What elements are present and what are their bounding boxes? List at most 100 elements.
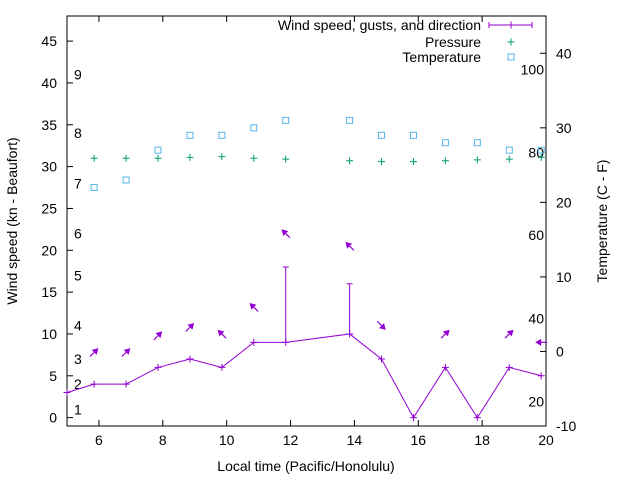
wind-arrow-shaft xyxy=(121,351,127,358)
temperature-point xyxy=(250,124,258,132)
temperature-point xyxy=(473,139,481,147)
y2-tick-label: 40 xyxy=(556,45,572,61)
y2-tick-label: 10 xyxy=(556,269,572,285)
wind-arrow-shaft xyxy=(253,306,259,312)
y2-tick-label: 30 xyxy=(556,120,572,136)
y-tick-label: 25 xyxy=(41,200,57,216)
wind-arrow-head xyxy=(379,323,386,330)
temperature-point xyxy=(537,146,545,154)
wind-arrow-shaft xyxy=(153,335,159,341)
wind-arrow-head xyxy=(506,329,514,337)
legend-label: Temperature xyxy=(402,49,481,65)
temperature-point xyxy=(154,146,162,154)
temperature-point xyxy=(218,131,226,139)
beaufort-label: 7 xyxy=(74,175,82,191)
pressure-point xyxy=(218,153,226,161)
wind-arrow-shaft xyxy=(89,351,95,358)
wind-arrow-shaft xyxy=(376,320,382,327)
beaufort-label: 8 xyxy=(74,125,82,141)
fahrenheit-label: 20 xyxy=(528,393,544,409)
wind-speed-point xyxy=(505,363,513,371)
x-tick-label: 14 xyxy=(347,432,363,448)
wind-arrow-shaft xyxy=(285,233,291,239)
wind-speed-line xyxy=(66,333,542,419)
pressure-point xyxy=(378,158,386,166)
wind-speed-point xyxy=(409,414,417,422)
pressure-point xyxy=(122,154,130,162)
wind-arrow-head xyxy=(442,329,450,337)
x-tick-label: 8 xyxy=(159,432,167,448)
wind-arrow-shaft xyxy=(504,333,510,339)
pressure-point xyxy=(250,154,258,162)
wind-arrow-head xyxy=(91,348,99,355)
beaufort-label: 4 xyxy=(74,318,82,334)
wind-speed-point xyxy=(250,338,258,346)
beaufort-label: 1 xyxy=(74,401,82,417)
wind-speed-point xyxy=(154,363,162,371)
pressure-point xyxy=(473,156,481,164)
wind-speed-point xyxy=(537,372,545,380)
wind-speed-point xyxy=(122,380,130,388)
wind-arrow-head xyxy=(155,331,163,339)
pressure-point xyxy=(409,158,417,166)
x-axis-title: Local time (Pacific/Honolulu) xyxy=(217,458,394,474)
legend-swatch-point xyxy=(507,53,515,61)
legend-swatch-point xyxy=(507,38,515,46)
x-tick-label: 16 xyxy=(410,432,426,448)
wind-arrow-shaft xyxy=(440,333,446,339)
wind-arrow-shaft xyxy=(185,326,191,332)
wind-speed-point xyxy=(186,355,194,363)
temperature-point xyxy=(441,139,449,147)
beaufort-label: 6 xyxy=(74,226,82,242)
wind-arrow-shaft xyxy=(221,333,227,339)
beaufort-label: 3 xyxy=(74,351,82,367)
temperature-point xyxy=(122,176,130,184)
plot-frame xyxy=(66,15,547,427)
wind-arrow-head xyxy=(217,329,225,337)
legend-swatch-point xyxy=(507,21,515,29)
wind-gust-bar xyxy=(346,283,353,334)
temperature-point xyxy=(346,116,354,124)
pressure-point xyxy=(441,157,449,165)
y-tick-label: 45 xyxy=(41,33,57,49)
temperature-point xyxy=(505,146,513,154)
beaufort-label: 2 xyxy=(74,376,82,392)
y-tick-label: 5 xyxy=(49,368,57,384)
wind-speed-point xyxy=(90,380,98,388)
y-tick-label: 20 xyxy=(41,242,57,258)
y-tick-label: 35 xyxy=(41,117,57,133)
beaufort-label: 9 xyxy=(74,67,82,83)
x-tick-label: 12 xyxy=(283,432,299,448)
wind-speed-point xyxy=(441,363,449,371)
wind-arrow-shaft xyxy=(349,245,355,251)
temperature-point xyxy=(378,131,386,139)
wind-arrow-head xyxy=(123,348,131,355)
series-layer xyxy=(63,116,548,422)
pressure-point xyxy=(90,154,98,162)
legend: Wind speed, gusts, and directionPressure… xyxy=(278,17,533,65)
x-tick-label: 20 xyxy=(538,432,554,448)
y2-tick-label: 0 xyxy=(556,343,564,359)
y-tick-label: 30 xyxy=(41,159,57,175)
wind-arrow-head xyxy=(187,323,195,330)
pressure-point xyxy=(282,155,290,163)
y-tick-label: 10 xyxy=(41,326,57,342)
wind-gust-bar xyxy=(282,266,289,343)
wind-arrow-head xyxy=(345,241,353,249)
axis-ticks xyxy=(67,16,547,427)
fahrenheit-label: 60 xyxy=(528,227,544,243)
y2-tick-label: -10 xyxy=(556,418,576,434)
legend-label: Wind speed, gusts, and direction xyxy=(278,17,481,33)
pressure-point xyxy=(537,153,545,161)
y2-axis-title: Temperature (C - F) xyxy=(594,160,610,283)
wind-arrow-head xyxy=(535,338,542,346)
y-tick-label: 0 xyxy=(49,410,57,426)
y-axis-title: Wind speed (kn - Beaufort) xyxy=(4,137,20,304)
temperature-point xyxy=(90,183,98,191)
legend-label: Pressure xyxy=(425,34,481,50)
y-tick-label: 15 xyxy=(41,284,57,300)
legend-swatch-ends xyxy=(488,22,533,28)
temperature-point xyxy=(186,131,194,139)
pressure-point xyxy=(186,153,194,161)
